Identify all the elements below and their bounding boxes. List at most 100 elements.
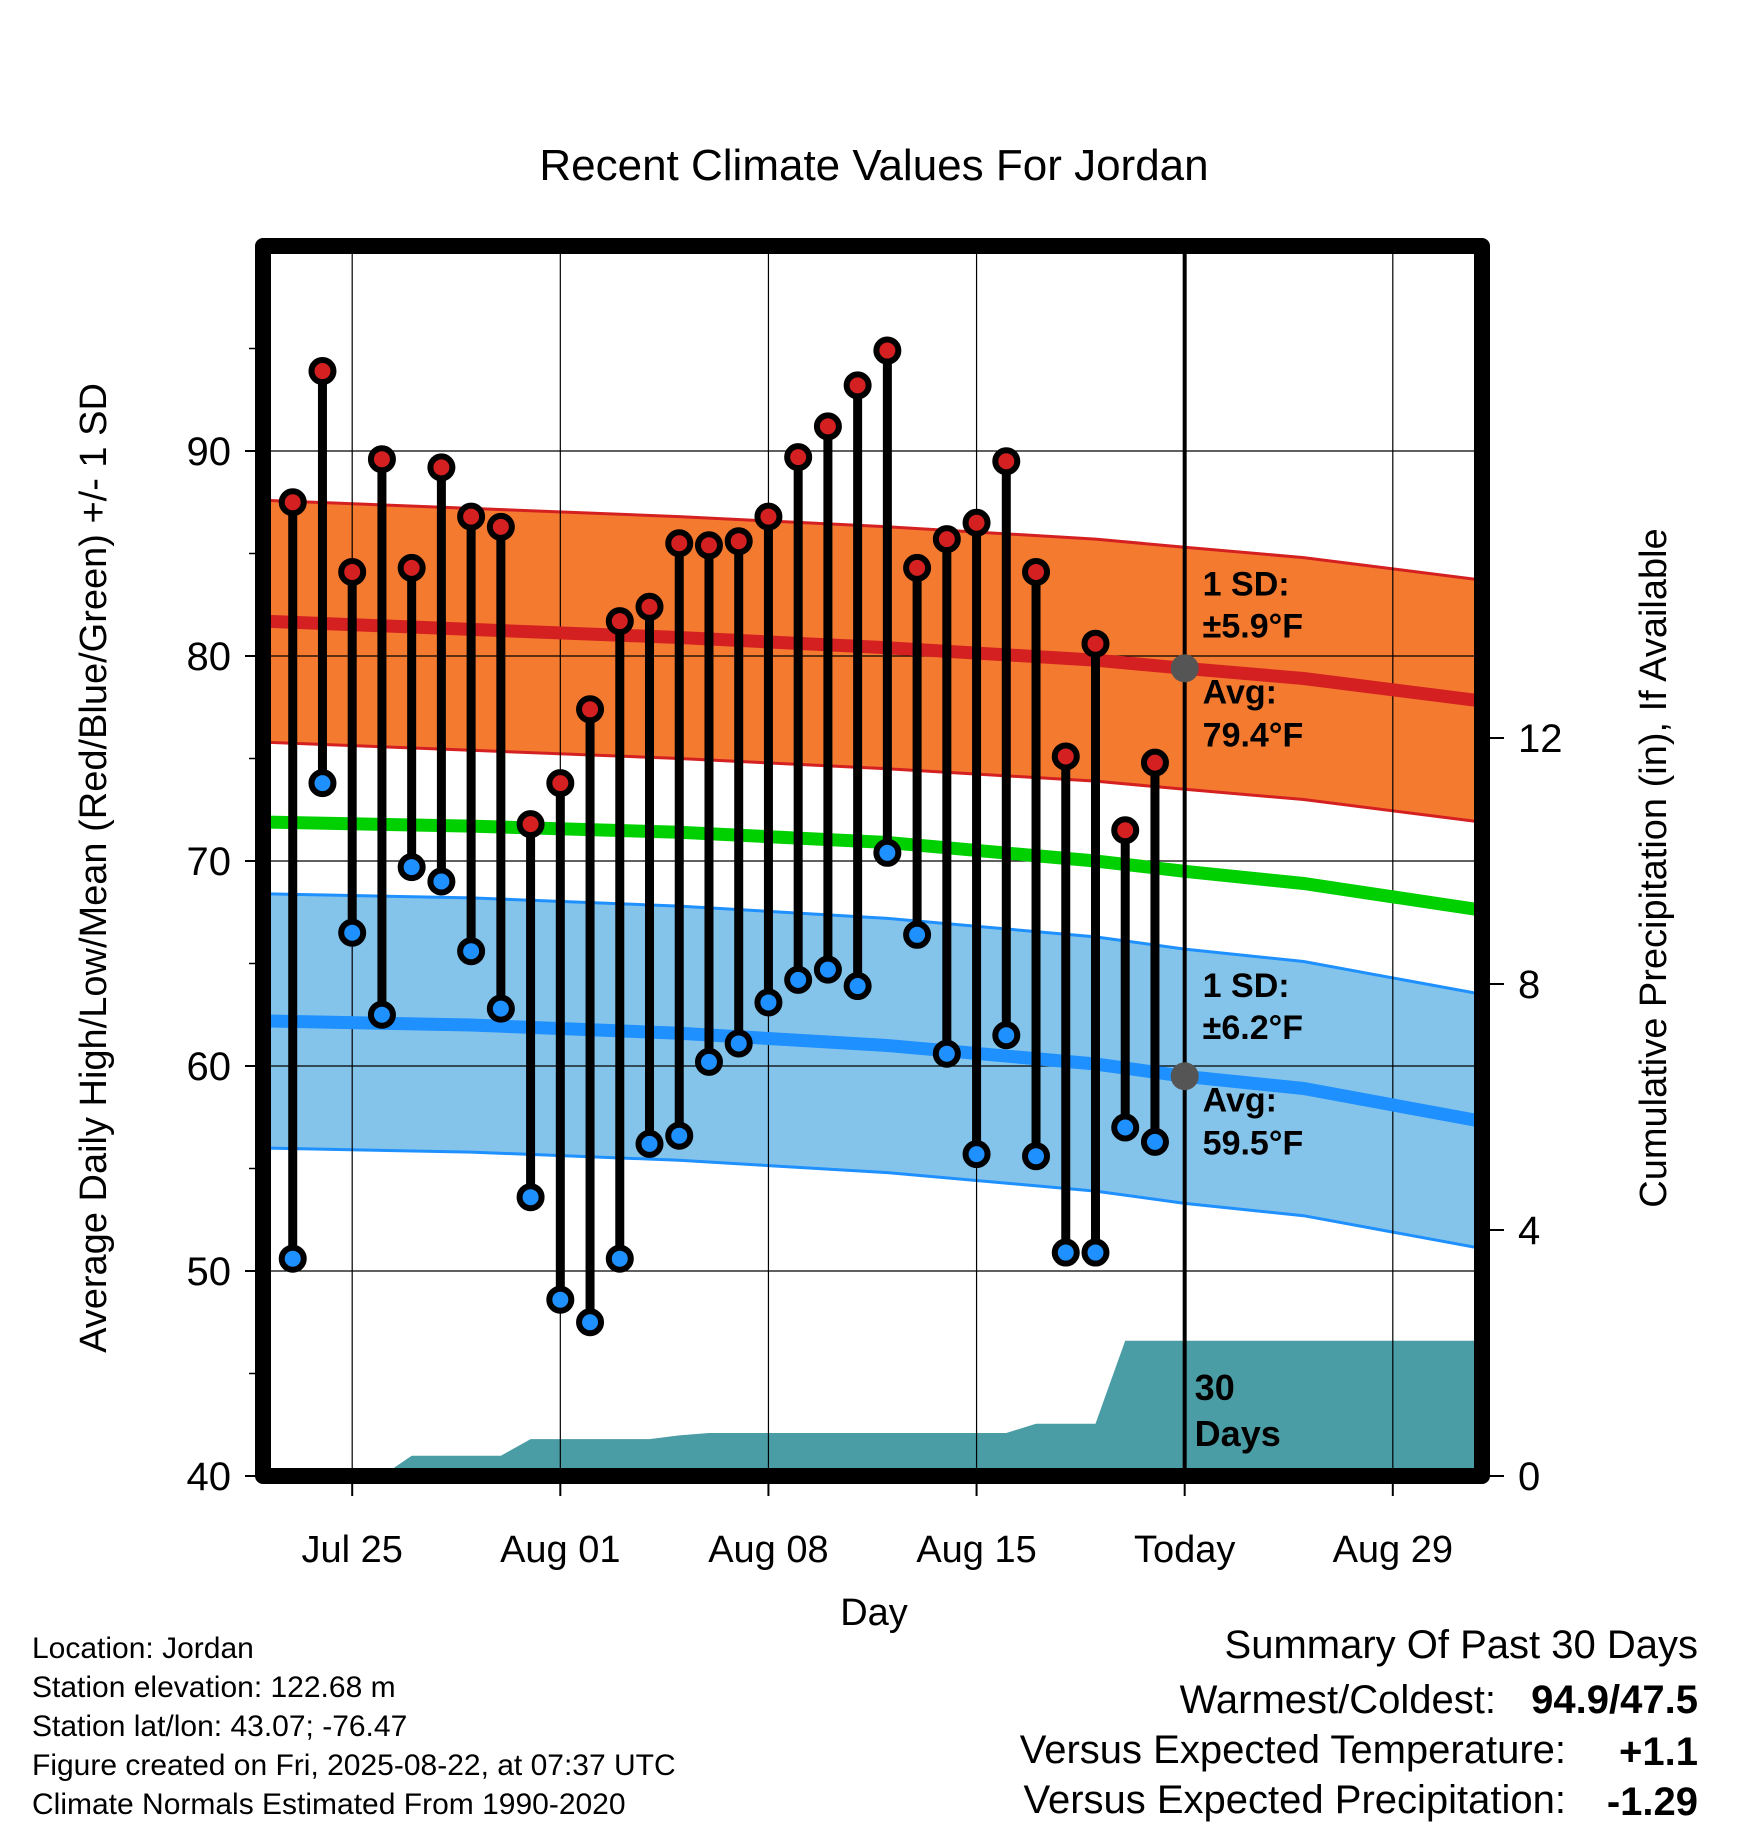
summary-temp-label: Versus Expected Temperature: (1020, 1728, 1566, 1772)
daily-low-point (784, 965, 813, 994)
summary-title: Summary Of Past 30 Days (1225, 1623, 1698, 1667)
daily-high-point (457, 502, 486, 531)
x-tick-label: Jul 25 (301, 1529, 402, 1571)
y-tick-label: 40 (187, 1455, 232, 1499)
daily-high-point (962, 508, 991, 537)
info-elevation: Station elevation: 122.68 m (32, 1671, 396, 1704)
daily-low-point (873, 838, 902, 867)
info-latlon: Station lat/lon: 43.07; -76.47 (32, 1710, 407, 1743)
y-tick-label: 80 (187, 635, 232, 679)
daily-high-point (903, 553, 932, 582)
low-sd-value: ±6.2°F (1203, 1009, 1303, 1047)
daily-low-point (486, 994, 515, 1023)
low-sd-label: 1 SD: (1203, 967, 1290, 1005)
low-sd-lower-line (263, 1146, 1482, 1250)
x-tick-label: Aug 15 (916, 1529, 1036, 1571)
plot-content: 1 SD: ±5.9°F Avg: 79.4°F 1 SD: ±6.2°F Avg: 59.5… (263, 246, 1482, 1476)
daily-low-point (1022, 1142, 1051, 1171)
daily-high-point (635, 592, 664, 621)
daily-low-point (1140, 1127, 1169, 1156)
daily-high-point (665, 529, 694, 558)
daily-high-point (992, 447, 1021, 476)
daily-low-point (665, 1121, 694, 1150)
daily-low-point (1111, 1113, 1140, 1142)
daily-high-point (605, 607, 634, 636)
plot-area: 1 SD: ±5.9°F Avg: 79.4°F 1 SD: ±6.2°F Avg: 59.5… (263, 246, 1482, 1476)
daily-high-point (1022, 557, 1051, 586)
daily-high-point (724, 527, 753, 556)
y-axis-right-label: Cumulative Precipitation (in), If Availa… (1633, 528, 1675, 1207)
daily-low-point (367, 1000, 396, 1029)
low-avg-value: 59.5°F (1203, 1124, 1304, 1162)
x-tick-label: Today (1134, 1529, 1235, 1571)
info-created: Figure created on Fri, 2025-08-22, at 07… (32, 1749, 676, 1782)
mean-line (263, 815, 1482, 917)
daily-low-point (546, 1285, 575, 1314)
y-axis-label: Average Daily High/Low/Mean (Red/Blue/Gr… (73, 383, 115, 1353)
precip-area (263, 1340, 1482, 1476)
high-sd-value: ±5.9°F (1203, 607, 1303, 645)
daily-low-point (813, 955, 842, 984)
daily-high-point (932, 525, 961, 554)
avg-high-line (263, 614, 1482, 708)
low-sd-upper-line (263, 892, 1482, 996)
today-high-avg-dot (1170, 654, 1199, 683)
high-avg-label: Avg: (1203, 673, 1277, 711)
daily-high-point (546, 769, 575, 798)
y-right-tick-label: 12 (1518, 717, 1563, 761)
daily-low-point (962, 1140, 991, 1169)
daily-low-point (843, 972, 872, 1001)
x-tick-label: Aug 29 (1333, 1529, 1453, 1571)
daily-high-point (1081, 629, 1110, 658)
daily-high-point (397, 553, 426, 582)
y-right-tick-label: 4 (1518, 1209, 1540, 1253)
chart-title: Recent Climate Values For Jordan (539, 141, 1208, 190)
low-sd-band (263, 893, 1482, 1249)
today-low-avg-dot (1170, 1062, 1199, 1091)
daily-low-point (903, 920, 932, 949)
daily-low-point (576, 1308, 605, 1337)
summary-warm-cold-label: Warmest/Coldest: (1180, 1678, 1496, 1722)
low-avg-label: Avg: (1203, 1081, 1277, 1119)
y-tick-label: 50 (187, 1250, 232, 1294)
y-right-tick-label: 8 (1518, 963, 1540, 1007)
x-axis-label: Day (840, 1592, 908, 1634)
daily-high-point (873, 336, 902, 365)
daily-low-point (278, 1244, 307, 1273)
daily-high-point (308, 357, 337, 386)
daily-high-point (576, 695, 605, 724)
high-avg-value: 79.4°F (1203, 716, 1304, 754)
y-right-tick-label: 0 (1518, 1455, 1540, 1499)
daily-high-point (427, 453, 456, 482)
daily-low-point (516, 1183, 545, 1212)
daily-high-point (486, 512, 515, 541)
summary-panel: Summary Of Past 30 Days Warmest/Coldest:… (1020, 1623, 1698, 1824)
daily-high-point (367, 445, 396, 474)
daily-low-point (308, 769, 337, 798)
daily-low-point (1051, 1238, 1080, 1267)
daily-high-point (1051, 742, 1080, 771)
y-tick-label: 60 (187, 1045, 232, 1089)
summary-precip-value: -1.29 (1607, 1780, 1698, 1824)
daily-low-point (992, 1021, 1021, 1050)
daily-low-point (694, 1047, 723, 1076)
daily-high-point (516, 810, 545, 839)
x-tick-label: Aug 01 (500, 1529, 620, 1571)
y-tick-label: 70 (187, 840, 232, 884)
high-sd-upper-line (263, 498, 1482, 582)
station-info: Location: Jordan Station elevation: 122.… (32, 1632, 676, 1821)
info-location: Location: Jordan (32, 1632, 254, 1665)
daily-low-point (397, 853, 426, 882)
daily-low-point (724, 1029, 753, 1058)
info-normals: Climate Normals Estimated From 1990-2020 (32, 1788, 626, 1821)
daily-high-point (694, 531, 723, 560)
daily-low-point (1081, 1238, 1110, 1267)
precip-label-days: Days (1195, 1413, 1281, 1454)
daily-high-point (338, 557, 367, 586)
plot-overlay: 40 50 60 70 80 90 0 4 8 12 Jul 25 Aug 01 Aug 08 Aug 1… (187, 238, 1563, 1571)
x-tick-label: Aug 08 (708, 1529, 828, 1571)
high-sd-lower-line (263, 740, 1482, 824)
daily-high-point (754, 502, 783, 531)
summary-precip-label: Versus Expected Precipitation: (1023, 1778, 1566, 1822)
